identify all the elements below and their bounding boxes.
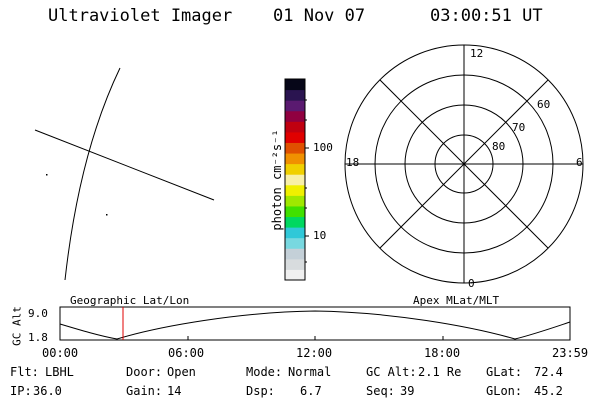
time-tick-0000: 00:00 [42, 346, 79, 360]
time-tick-0600: 06:00 [168, 346, 205, 360]
colorbar-segment [285, 205, 305, 218]
colorbar-segment [285, 142, 305, 154]
altitude-curve [59, 310, 571, 340]
glat-value: 72.4 [534, 365, 563, 379]
observation-time: 03:00:51 UT [430, 6, 543, 26]
gain-label: Gain: [126, 384, 163, 398]
colorbar-segment [285, 227, 305, 239]
door-label: Door: [126, 365, 163, 379]
dsp-label: Dsp: [246, 384, 275, 398]
seq-label: Seq: [366, 384, 395, 398]
colorbar-segment [285, 195, 305, 207]
image-pixel-dot [106, 214, 108, 216]
glon-label: GLon: [486, 384, 523, 398]
altitude-right-title: Apex MLat/MLT [413, 294, 500, 307]
glon-value: 45.2 [534, 384, 563, 398]
polar-lat-label-80: 80 [492, 140, 506, 153]
colorbar-segment [285, 79, 305, 91]
time-tick-1800: 18:00 [424, 346, 461, 360]
colorbar-segment [285, 121, 305, 133]
glat-label: GLat: [486, 365, 523, 379]
ip-value: 36.0 [33, 384, 62, 398]
polar-label-12: 12 [470, 47, 484, 60]
mode-value: Normal [288, 365, 332, 379]
colorbar-segment [285, 153, 305, 165]
colorbar-label-100: 100 [313, 141, 333, 154]
colorbar-segment [285, 237, 305, 249]
altitude-plot-frame [59, 306, 571, 341]
colorbar-segment [285, 184, 305, 196]
colorbar-segment [285, 174, 305, 186]
polar-label-6: 6 [576, 156, 583, 169]
dsp-value: 6.7 [300, 384, 322, 398]
geographic-meridian-line [64, 67, 121, 281]
mode-label: Mode: [246, 365, 283, 379]
flt-label: Flt: [10, 365, 39, 379]
time-tick-1200: 12:00 [296, 346, 333, 360]
colorbar-segment [285, 163, 305, 175]
gcalt-label: GC Alt: [366, 365, 417, 379]
colorbar-segment [285, 100, 305, 112]
colorbar-segment [285, 216, 305, 228]
colorbar-segment [285, 89, 305, 101]
colorbar-segment [285, 131, 305, 143]
polar-lat-label-60: 60 [537, 98, 551, 111]
polar-lat-label-70: 70 [512, 121, 526, 134]
colorbar-segment [285, 110, 305, 122]
altitude-ymax: 9.0 [28, 307, 48, 320]
polar-diagonal-b [379, 79, 549, 249]
altitude-left-title: Geographic Lat/Lon [70, 294, 190, 307]
polar-label-18: 18 [346, 156, 360, 169]
time-tick-2359: 23:59 [552, 346, 589, 360]
ip-label: IP: [10, 384, 32, 398]
colorbar-segment [285, 248, 305, 260]
colorbar-segments [285, 79, 305, 281]
observation-date: 01 Nov 07 [273, 6, 366, 26]
colorbar-segment [285, 269, 305, 281]
flt-value: LBHL [45, 365, 74, 379]
seq-value: 39 [400, 384, 415, 398]
gain-value: 14 [167, 384, 182, 398]
gcalt-value: 2.1 Re [418, 365, 462, 379]
instrument-title: Ultraviolet Imager [48, 6, 233, 26]
colorbar-segment [285, 258, 305, 270]
colorbar-label-10: 10 [313, 229, 327, 242]
geographic-cross-line [34, 129, 215, 201]
altitude-ymin: 1.8 [28, 331, 48, 344]
image-pixel-dot [46, 174, 48, 176]
colorbar-frame [284, 78, 306, 281]
polar-label-0: 0 [468, 277, 475, 290]
door-value: Open [167, 365, 196, 379]
